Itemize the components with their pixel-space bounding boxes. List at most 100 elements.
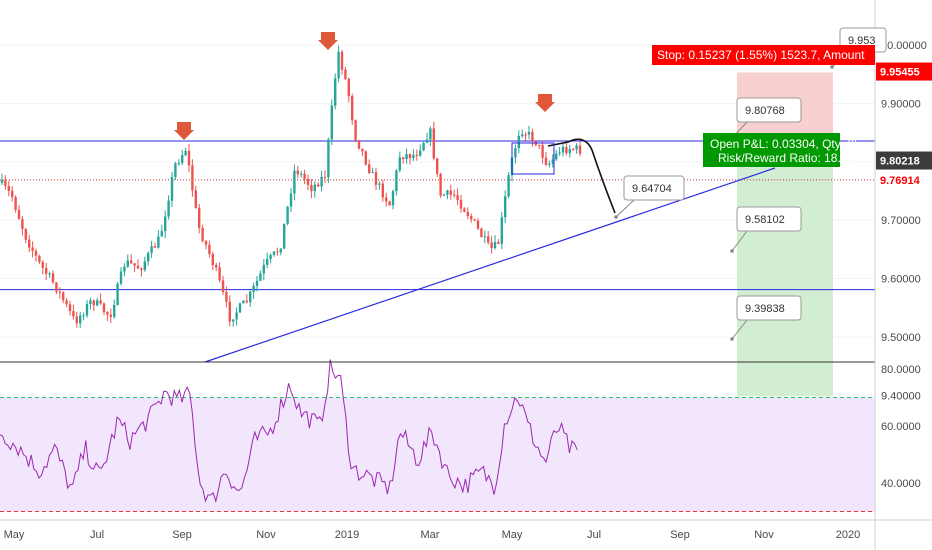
candle-body [123, 266, 126, 272]
candle-body [276, 251, 279, 253]
candle-body [262, 264, 265, 274]
candle-body [113, 304, 116, 317]
candle-body [272, 251, 276, 255]
candle-body [300, 173, 303, 175]
candle-body [21, 219, 24, 230]
stop-price-tag-bg [876, 62, 932, 81]
level-price-tag-bg [876, 170, 932, 189]
down-arrow-icon [174, 122, 194, 140]
candle-body [62, 292, 65, 301]
candle-body [160, 231, 163, 237]
time-tick-label: Nov [754, 529, 774, 541]
price-tick-label: 9.50000 [881, 332, 921, 344]
candle-body [41, 262, 44, 269]
candle-body [459, 199, 463, 209]
stop-box [652, 45, 875, 65]
candle-body [55, 282, 58, 292]
candle-body [463, 208, 466, 212]
callout-label: 9.64704 [632, 183, 672, 195]
candle-body [208, 244, 211, 255]
rsi-axis[interactable]: 80.0000 60.0000 40.0000 [881, 364, 921, 490]
pnl-label: Open P&L: 0.03304, Qty: 65 [710, 137, 861, 151]
candle-body [378, 183, 381, 185]
rsi-line [0, 359, 578, 504]
candle-body [432, 128, 435, 159]
candle-body [320, 176, 323, 187]
candle-body [147, 252, 150, 262]
candle-body [507, 175, 510, 197]
candle-body [415, 155, 418, 157]
candle-body [551, 159, 554, 164]
candle-body [68, 304, 72, 312]
candle-body [24, 229, 27, 240]
candle-body [92, 300, 95, 306]
candle-body [538, 144, 541, 146]
candle-body [514, 148, 517, 158]
callout-label: 9.80768 [745, 105, 785, 117]
candle-body [500, 217, 503, 244]
candle-body [38, 255, 41, 263]
candle-body [527, 131, 531, 135]
candle-body [344, 69, 347, 79]
candle-body [34, 250, 38, 256]
time-axis[interactable]: May Jul Sep Nov 2019 Mar May Jul Sep Nov 2020 [4, 529, 861, 541]
candle-body [381, 183, 384, 198]
candle-body [357, 140, 361, 149]
callout-box [623, 175, 685, 201]
candle-body [174, 163, 177, 178]
candle-body [167, 200, 170, 217]
candle-body [480, 228, 483, 238]
candle-body [157, 236, 160, 248]
candle-body [259, 273, 262, 281]
callout-connector [731, 319, 748, 340]
candle-body [99, 300, 102, 304]
candle-body [354, 120, 357, 141]
stop-price-tag: 9.95455 [880, 67, 920, 79]
time-tick-label: Sep [670, 529, 690, 541]
risk-reward-label: Risk/Reward Ratio: 18.16 [718, 151, 854, 165]
callout-anchor [730, 337, 734, 341]
candle-body [238, 303, 242, 313]
callout-anchor [830, 65, 834, 69]
price-tick-label: 9.40000 [881, 390, 921, 402]
candle-body [58, 291, 61, 293]
candle-body [4, 180, 7, 186]
candle-body [497, 241, 500, 244]
candle-body [476, 220, 480, 229]
candle-body [521, 134, 524, 136]
candle-body [402, 157, 405, 160]
candle-body [398, 157, 401, 171]
candle-body [449, 190, 452, 195]
candle-body [72, 311, 75, 317]
candle-body [483, 236, 486, 238]
candle-body [17, 209, 21, 220]
candle-body [323, 176, 327, 178]
time-tick-label: May [4, 529, 25, 541]
candle-body [296, 170, 299, 175]
down-arrow-icon [318, 32, 338, 50]
candle-body [422, 142, 425, 151]
candle-body [337, 51, 340, 79]
candle-body [293, 170, 296, 194]
candle-body [245, 300, 248, 303]
candle-body [578, 145, 582, 154]
candle-body [504, 196, 507, 218]
candle-body [255, 280, 259, 286]
rsi-band-fill [0, 397, 875, 512]
trade-labels: 9.953 9.80768 9.64704 9.58102 9.39838 Stop: 0… [614, 27, 887, 341]
callout-label: 9.953 [848, 35, 876, 47]
candle-body [184, 150, 187, 156]
candle-body [456, 195, 459, 200]
callout-anchor [614, 215, 618, 219]
candle-body [28, 239, 31, 248]
candle-body [388, 201, 391, 206]
candle-body [408, 154, 412, 159]
candle-body [289, 193, 293, 207]
price-tick-label: 9.90000 [881, 98, 921, 110]
candle-body [164, 216, 167, 232]
candle-body [568, 149, 571, 154]
candle-body [395, 170, 398, 192]
candle-body [89, 300, 92, 304]
candle-body [565, 146, 568, 154]
